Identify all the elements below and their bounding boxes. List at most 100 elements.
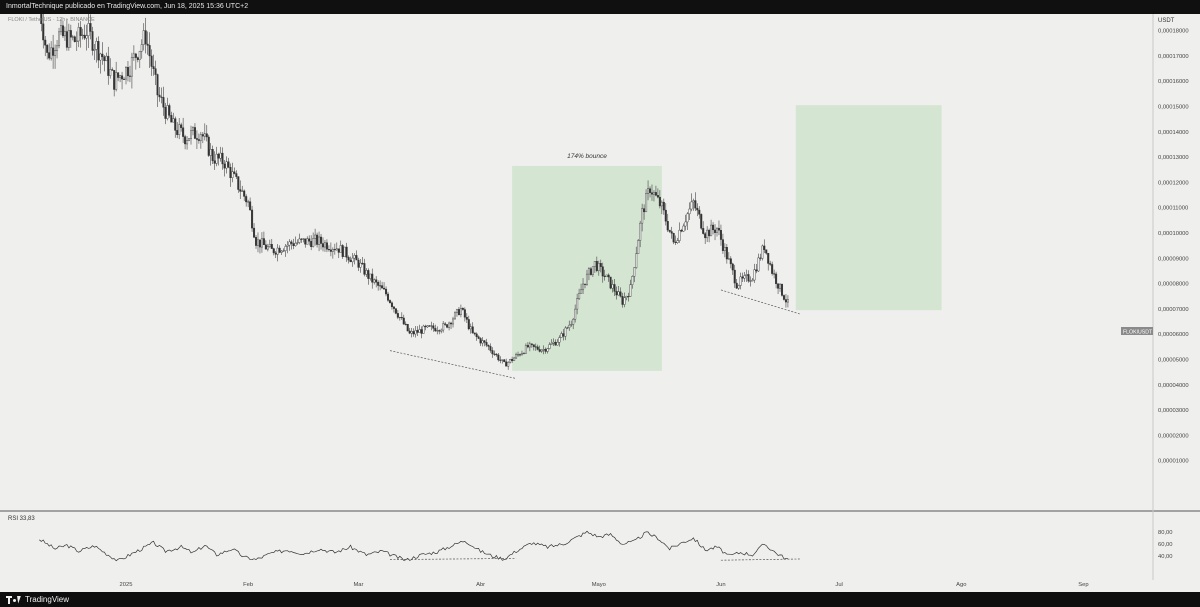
candle: [607, 274, 610, 278]
candle: [304, 238, 307, 245]
candle: [574, 308, 577, 320]
candle: [93, 49, 96, 51]
candle: [174, 118, 177, 131]
candle: [511, 358, 514, 362]
price-tick-label: 0,00007000: [1158, 307, 1189, 313]
candle: [609, 276, 612, 289]
candle: [294, 242, 297, 247]
candle: [260, 238, 263, 248]
tradingview-logo[interactable]: TradingView: [6, 592, 69, 607]
candle: [420, 329, 423, 334]
candle: [473, 332, 476, 335]
chart-area[interactable]: 174% bounce 0,000190000,000180000,000170…: [0, 0, 1200, 592]
candle: [316, 234, 319, 245]
candle: [615, 291, 618, 296]
candle: [570, 324, 573, 326]
candle: [562, 333, 565, 337]
candle: [42, 23, 45, 41]
candle: [453, 312, 456, 320]
candle: [142, 30, 145, 45]
candle: [694, 200, 697, 209]
candle: [727, 258, 730, 260]
candle: [641, 208, 644, 224]
candle: [144, 30, 147, 45]
price-tick-label: 0,00001000: [1158, 459, 1189, 465]
candle: [180, 124, 183, 128]
publication-title: InmortalTechnique publicado en TradingVi…: [6, 3, 249, 10]
candle: [203, 133, 206, 137]
candle: [528, 343, 531, 348]
candle: [507, 362, 510, 367]
candle: [221, 152, 224, 165]
candle: [670, 231, 673, 234]
candle: [499, 359, 502, 361]
candle: [605, 274, 608, 277]
candle: [416, 330, 419, 333]
candle: [201, 134, 204, 137]
candle: [178, 124, 181, 135]
candle: [668, 229, 671, 232]
candle: [643, 208, 646, 213]
candle: [526, 345, 529, 348]
candle: [639, 222, 642, 241]
candle: [355, 255, 358, 261]
candle: [556, 342, 559, 346]
candle: [365, 270, 368, 275]
candle: [190, 130, 193, 139]
candle: [286, 244, 289, 247]
candle: [599, 263, 602, 267]
candle: [463, 309, 466, 318]
candle: [637, 240, 640, 254]
candle: [519, 354, 522, 356]
candle: [298, 238, 301, 243]
candle: [95, 41, 98, 50]
candle: [223, 163, 226, 169]
candle: [765, 249, 768, 254]
candle: [288, 241, 291, 246]
candle: [160, 96, 163, 98]
price-tick-label: 0,00002000: [1158, 433, 1189, 439]
candle: [717, 227, 720, 231]
price-pane: 174% bounce: [38, 0, 942, 379]
candle: [773, 273, 776, 275]
candle: [751, 279, 754, 282]
candle: [249, 201, 252, 211]
candle: [280, 250, 283, 253]
candle: [489, 346, 492, 351]
candle: [741, 276, 744, 279]
candle: [341, 245, 344, 257]
candle: [587, 268, 590, 275]
candle: [205, 133, 208, 138]
candle: [67, 30, 70, 48]
candle: [621, 296, 624, 305]
candle: [536, 346, 539, 350]
candle: [266, 246, 269, 250]
candle: [138, 51, 141, 60]
candle: [225, 161, 228, 169]
candle: [784, 299, 787, 303]
candle: [721, 239, 724, 251]
price-chart[interactable]: 174% bounce 0,000190000,000180000,000170…: [0, 0, 1200, 592]
candle: [322, 243, 325, 248]
price-tick-label: 0,00018000: [1158, 29, 1189, 35]
candle: [292, 243, 295, 247]
candle: [686, 213, 689, 223]
candle: [684, 221, 687, 227]
candle: [113, 70, 116, 90]
candle: [132, 53, 135, 58]
candle: [56, 45, 59, 51]
candle: [467, 319, 470, 330]
candle: [568, 324, 571, 328]
candle: [487, 345, 490, 347]
tradingview-logo-icon: [6, 595, 22, 604]
time-tick-label: Mayo: [592, 582, 606, 588]
candle: [627, 296, 630, 298]
candle: [505, 361, 508, 367]
candle: [769, 263, 772, 265]
candle: [763, 245, 766, 250]
candle: [325, 242, 328, 250]
candle: [589, 268, 592, 275]
candle: [558, 337, 561, 343]
candle: [650, 192, 653, 195]
price-tag: FLOKIUSDT: [1121, 327, 1153, 336]
